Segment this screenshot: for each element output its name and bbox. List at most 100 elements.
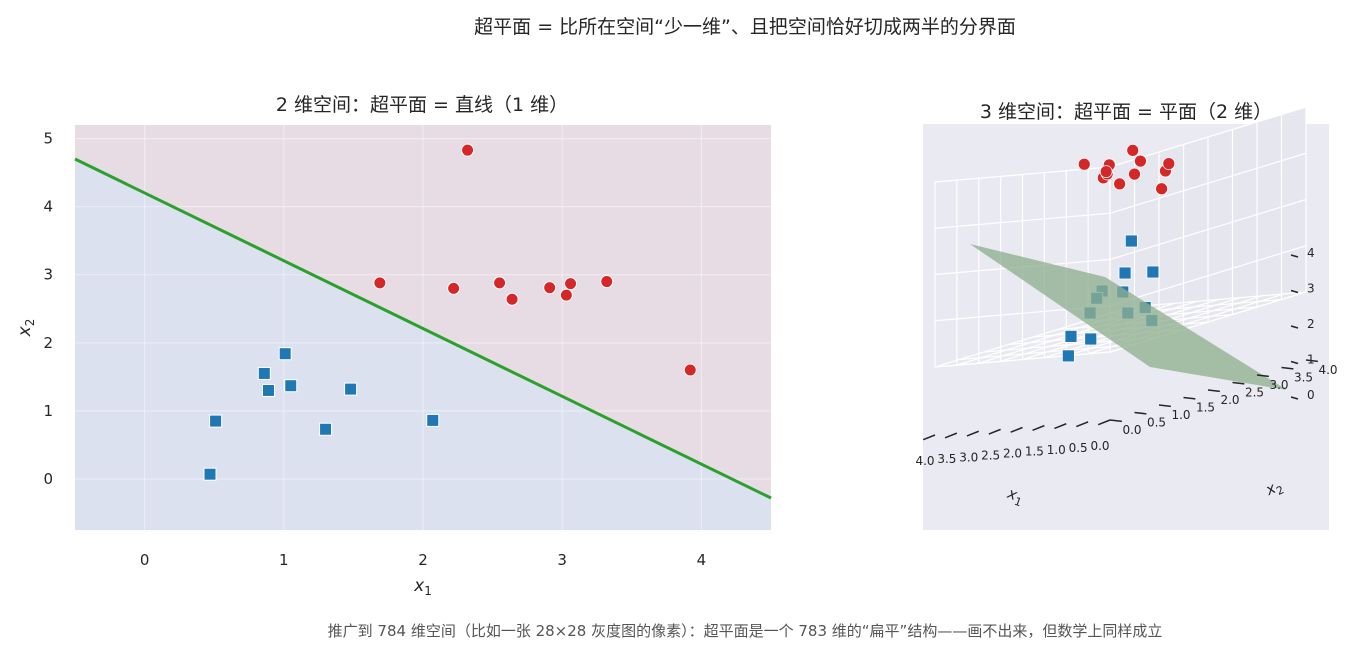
z-tick-label: 1 [1307,353,1315,367]
y-tick-label: 2.5 [1245,386,1264,400]
footer-note: 推广到 784 维空间（比如一张 28×28 灰度图的像素）：超平面是一个 78… [327,622,1163,640]
y-tick-label: 3.5 [1294,371,1313,385]
point-class-a [344,382,358,396]
z-tick-mark [1290,396,1299,400]
region-class-b [75,125,771,499]
point-class-a [426,413,440,427]
point-class-a [319,422,333,436]
point-class-b [1077,157,1091,171]
point-class-a [203,467,217,481]
grid-line [1109,152,1307,214]
x-tick-label: 4 [697,551,707,569]
x-tick-mark [966,430,980,437]
y-tick-mark [1158,404,1171,408]
x-tick-label: 0 [140,551,150,569]
y-tick-label: 1 [43,402,53,420]
x-tick-mark [1054,423,1067,430]
x-tick-label: 1.5 [1025,445,1044,459]
point-class-a [284,379,298,393]
y-tick-label: 3.0 [1269,378,1288,392]
point-class-a [209,414,223,428]
x-tick-label: 1 [279,551,289,569]
z-tick-label: 4 [1307,246,1315,260]
point-class-b [1162,157,1176,171]
x-tick-mark [1097,419,1111,426]
y-tick-label: 3 [43,266,53,284]
point-class-b [505,292,519,306]
y-tick-mark [1134,411,1147,415]
x-tick-mark [1032,424,1045,432]
z-tick-mark [1290,254,1299,258]
x-tick-label: 3.5 [937,452,956,466]
point-class-a [261,383,275,397]
z-tick-label: 0 [1307,388,1315,402]
point-class-b [559,288,573,302]
point-class-b [1155,182,1169,196]
x-tick-label: 3.0 [959,450,978,464]
figure-title: 超平面 = 比所在空间“少一维”、且把空间恰好切成两半的分界面 [474,16,1016,38]
grid-line [934,212,1111,229]
decision-line [74,157,772,500]
y-tick-label: 0.0 [1122,423,1141,437]
grid-line [1109,245,1307,307]
point-class-b [1099,165,1113,179]
point-class-a [1118,266,1132,280]
point-class-a [1146,265,1160,279]
x-tick-mark [922,434,936,441]
point-class-a [1084,332,1098,346]
x-axis-label: x1 [413,576,432,598]
x-tick-mark [1010,426,1023,433]
y-tick-label: 4.0 [1318,363,1337,377]
point-class-b [493,276,507,290]
y-tick-label: 0 [43,470,53,488]
y-tick-mark [1183,396,1196,400]
z-tick-mark [1290,325,1299,329]
grid-line [934,351,1111,368]
y-tick-label: 0.5 [1147,416,1166,430]
y-tick-label: 4 [43,198,53,216]
point-class-b [1128,167,1141,181]
x-tick-label: 0.0 [1090,439,1109,453]
chart-2d-title: 2 维空间：超平面 = 直线（1 维） [276,94,568,116]
y-tick-mark [1281,366,1294,370]
x-tick-label: 2.0 [1003,447,1022,461]
point-class-a [1061,349,1075,363]
y-tick-label: 5 [43,130,53,148]
hyperplane-surface [970,244,1287,390]
x-tick-mark [1076,421,1089,428]
point-class-b [447,281,461,295]
point-class-a [1064,329,1078,343]
x-tick-label: 3 [557,551,567,569]
point-class-b [683,363,697,377]
point-class-b [543,281,557,295]
x-tick-label: 2 [418,551,428,569]
point-class-a [257,366,271,380]
x-tick-label: 2.5 [981,448,1000,462]
y-tick-label: 2.0 [1220,393,1239,407]
grid-line [1130,291,1307,308]
x-tick-mark [988,428,1001,435]
point-class-a [1124,234,1138,248]
grid-line [1109,198,1307,261]
x-tick-label: 1.0 [1047,443,1066,457]
z-tick-label: 3 [1307,282,1315,296]
chart-2d: 2 维空间：超平面 = 直线（1 维） 0 1 2 3 4 0 1 2 3 4 5 x1 x2 [15,94,772,598]
y-tick-mark [1232,381,1245,385]
point-class-b [373,276,387,290]
x-tick-label: 0.5 [1069,441,1088,455]
point-class-b [1134,154,1147,168]
x-tick-label: 4.0 [915,454,934,468]
y-tick-mark [1305,359,1318,363]
z-tick-mark [1290,289,1299,294]
chart-3d-title: 3 维空间：超平面 = 平面（2 维） [980,101,1272,123]
y-axis-label: x2 [15,319,37,338]
y-tick-mark [1256,374,1269,378]
y-tick-label: 1.0 [1171,408,1190,422]
point-class-b [564,277,578,291]
y-tick-mark [1207,389,1220,393]
point-class-b [1113,177,1127,191]
y-tick-mark [1109,419,1122,423]
y-tick-label: 1.5 [1196,401,1215,415]
point-class-b [1126,143,1140,157]
